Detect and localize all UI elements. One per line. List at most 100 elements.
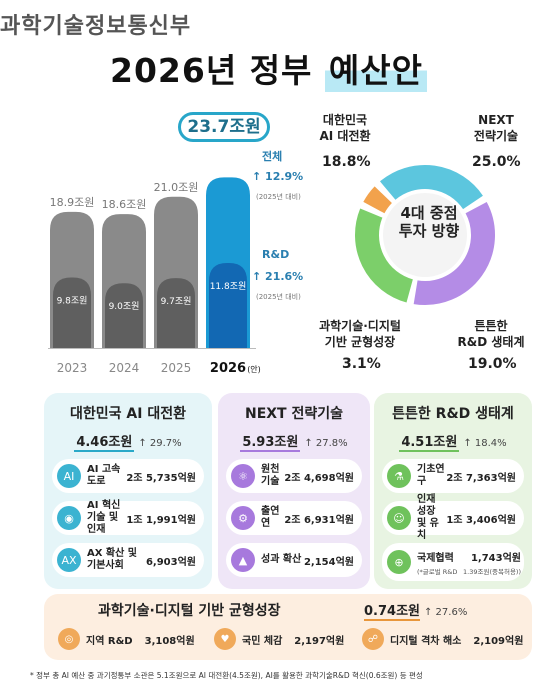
item-amount: 1조 1,991억원: [126, 514, 196, 526]
item-name: 디지털 격차 해소: [390, 635, 462, 647]
panel-next: NEXT 전략기술 5.93조원 ↑ 27.8% ⚛ 원천기술 2조 4,698억…: [218, 393, 370, 589]
category-label: 2024: [109, 361, 140, 375]
total-label: 전체: [262, 150, 283, 163]
donut-label-rnd-line2: R&D 생태계: [457, 335, 525, 349]
panel-ai-amount-value: 4.46조원: [74, 435, 135, 452]
donut-segment: [363, 186, 393, 214]
item-name: 국민 체감: [242, 635, 283, 647]
item-amount: 2조 4,698억원: [284, 472, 354, 484]
panel-next-growth: ↑ 27.8%: [304, 438, 348, 449]
bar-rnd-2023: [53, 277, 91, 348]
total-basis: (2025년 대비): [256, 193, 301, 201]
list-item: ▲ 성과 확산 2,154억원: [226, 543, 362, 577]
ai-chip-icon: AI: [57, 464, 81, 488]
item-amount: 2조 6,931억원: [284, 514, 354, 526]
panel-balance-growth: ↑ 27.6%: [424, 607, 468, 618]
donut-label-rnd: 튼튼한 R&D 생태계: [446, 318, 536, 350]
rnd-value-label: 9.8조원: [57, 295, 88, 306]
donut-segment: [355, 208, 414, 303]
list-item: ☍ 디지털 격차 해소 2,109억원: [362, 626, 523, 652]
page-title: 2026년 정부 예산안: [110, 44, 446, 92]
total-value-label: 18.6조원: [102, 198, 147, 211]
donut-label-next-line2: 전략기술: [473, 129, 519, 143]
item-note-line: (*글로벌 R&D 1.39조원(중복허용)): [417, 566, 521, 576]
budget-bar-chart: 18.9조원 9.8조원 2023 18.6조원 9.0조원 2024 21.0조원 9.7조…: [48, 108, 298, 388]
list-item: AI AI 고속도로 2조 5,735억원: [52, 459, 204, 493]
donut-segment: [413, 201, 495, 305]
item-note-2: 1.39조원(중복허용)): [463, 567, 521, 576]
panel-next-amount: 5.93조원 ↑ 27.8%: [218, 431, 370, 452]
panel-rnd-amount: 4.51조원 ↑ 18.4%: [374, 431, 532, 452]
panel-ai-title: 대한민국 AI 대전환: [70, 406, 186, 422]
title-text: 2026년 정부: [110, 51, 325, 90]
donut-pct-rnd: 19.0%: [468, 356, 517, 372]
item-name: 인재 성장 및 유치: [417, 494, 439, 541]
donut-label-ai: 대한민국 AI 대전환: [300, 112, 390, 144]
panel-balance-amount-value: 0.74조원: [364, 604, 420, 621]
list-item: ⚗ 기초연구 2조 7,363억원: [382, 459, 524, 493]
ax-icon: AX: [57, 548, 81, 572]
category-label: 2023: [57, 361, 88, 375]
total-value-label: 18.9조원: [50, 196, 95, 209]
researcher-icon: ⚙: [231, 506, 255, 530]
list-item: ⚙ 출연연 2조 6,931억원: [226, 501, 362, 535]
digital-divide-icon: ☍: [362, 628, 384, 650]
item-main-line: 국제협력 1,743억원: [417, 549, 521, 564]
donut-center-line2: 투자 방향: [398, 222, 460, 240]
donut-label-balance: 과학기술·디지털 기반 균형성장: [300, 318, 420, 350]
footnote: * 정부 총 AI 예산 중 과기정통부 소관은 5.1조원으로 AI 대전환(…: [30, 671, 423, 680]
item-amount: 1,743억원: [470, 552, 521, 564]
panel-balance-title: 과학기술·디지털 기반 균형성장: [98, 603, 281, 619]
item-amount: 1조 3,406억원: [446, 514, 516, 526]
panel-ai-amount: 4.46조원 ↑ 29.7%: [44, 431, 212, 452]
item-amount: 3,108억원: [144, 635, 195, 647]
donut-pct-balance: 3.1%: [342, 356, 381, 372]
talent-icon: ☺: [387, 506, 411, 530]
item-amount: 2조 5,735억원: [126, 472, 196, 484]
list-item: ◉ AI 혁신기술 및 인재 1조 1,991억원: [52, 500, 204, 535]
panel-next-amount-value: 5.93조원: [240, 435, 301, 452]
list-item: ♥ 국민 체감 2,197억원: [214, 626, 344, 652]
location-icon: ◎: [58, 628, 80, 650]
list-item: ☺ 인재 성장 및 유치 1조 3,406억원: [382, 494, 524, 541]
flask-icon: ⚗: [387, 464, 411, 488]
item-amount: 2조 7,363억원: [446, 472, 516, 484]
total-value-label: 21.0조원: [154, 181, 199, 194]
donut-label-next: NEXT 전략기술: [456, 112, 536, 144]
panel-rnd-title: 튼튼한 R&D 생태계: [392, 406, 514, 422]
donut-label-ai-line2: AI 대전환: [319, 129, 371, 143]
panel-next-title: NEXT 전략기술: [244, 406, 344, 422]
item-name: 원천기술: [261, 464, 280, 487]
rnd-value-label: 11.8조원: [210, 281, 247, 292]
bar-rnd-2025: [157, 278, 195, 348]
item-name: AI 고속도로: [87, 464, 121, 487]
rnd-growth: ↑ 21.6%: [252, 270, 304, 283]
heart-hand-icon: ♥: [214, 628, 236, 650]
list-item: ⊕ 국제협력 1,743억원 (*글로벌 R&D 1.39조원(중복허용)): [382, 543, 524, 581]
total-growth: ↑ 12.9%: [252, 170, 304, 183]
rnd-basis: (2025년 대비): [256, 293, 301, 301]
list-item: ⚛ 원천기술 2조 4,698억원: [226, 459, 362, 493]
item-note-1: (*글로벌 R&D: [417, 567, 458, 576]
category-label: 2026: [210, 361, 246, 376]
panel-rnd: 튼튼한 R&D 생태계 4.51조원 ↑ 18.4% ⚗ 기초연구 2조 7,36…: [374, 393, 532, 589]
donut-pct-ai: 18.8%: [322, 154, 371, 170]
panel-rnd-amount-value: 4.51조원: [399, 435, 460, 452]
investment-donut-chart: [355, 165, 495, 305]
donut-label-rnd-line1: 튼튼한: [474, 319, 508, 333]
panel-balance-amount: 0.74조원 ↑ 27.6%: [364, 600, 468, 621]
panel-rnd-growth: ↑ 18.4%: [463, 438, 507, 449]
donut-label-balance-line1: 과학기술·디지털: [319, 319, 401, 333]
robot-icon: ◉: [57, 506, 81, 530]
donut-inner-circle: [383, 193, 467, 277]
donut-center-label: 4대 중점 투자 방향: [384, 204, 474, 240]
total-2026-callout: 23.7조원: [178, 112, 270, 142]
item-text-group: 국제협력 1,743억원 (*글로벌 R&D 1.39조원(중복허용)): [417, 549, 521, 576]
item-name: 성과 확산: [261, 554, 302, 565]
donut-segment: [380, 165, 483, 210]
title-highlight: 예산안: [324, 44, 427, 92]
bar-rnd-2024: [105, 283, 143, 348]
item-name: AI 혁신기술 및 인재: [87, 500, 121, 535]
item-name: AX 확산 및 기본사회: [87, 548, 138, 571]
item-amount: 6,903억원: [145, 556, 196, 568]
